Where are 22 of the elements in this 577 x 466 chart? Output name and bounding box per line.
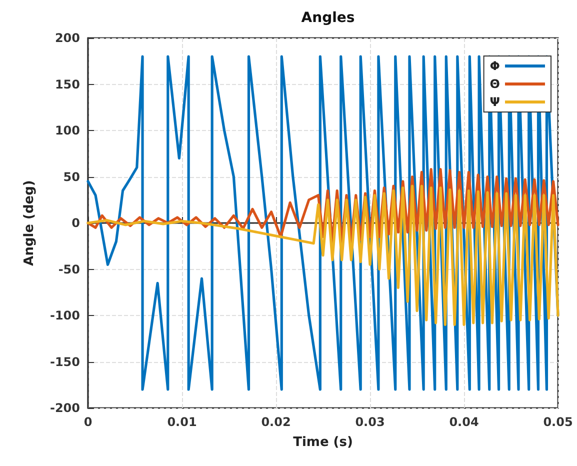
y-tick-label: 150	[54, 77, 80, 92]
y-tick-label: -100	[50, 308, 80, 322]
y-tick-label: 100	[54, 124, 80, 138]
x-tick-label: 0.04	[449, 415, 479, 429]
chart-title: Angles	[301, 10, 355, 26]
line-series	[86, 184, 560, 326]
x-axis-title: Time (s)	[293, 435, 353, 450]
x-tick-label: 0.01	[167, 415, 197, 429]
x-tick-label: 0.02	[261, 415, 291, 429]
x-tick-label: 0.03	[355, 415, 385, 429]
x-tick-label: 0	[84, 415, 92, 429]
x-tick-label: 0.05	[543, 415, 573, 429]
y-tick-label: -200	[50, 401, 80, 415]
legend-label: Θ	[490, 77, 500, 91]
y-tick-label: 0	[72, 216, 80, 230]
y-tick-label: 50	[63, 170, 80, 184]
y-tick-label: -50	[58, 262, 80, 276]
y-tick-label: 200	[54, 31, 80, 45]
legend-label: Φ	[490, 59, 500, 73]
legend-label: Ψ	[490, 95, 500, 109]
y-tick-label: -150	[50, 354, 80, 369]
y-axis-title: Angle (deg)	[22, 180, 37, 266]
